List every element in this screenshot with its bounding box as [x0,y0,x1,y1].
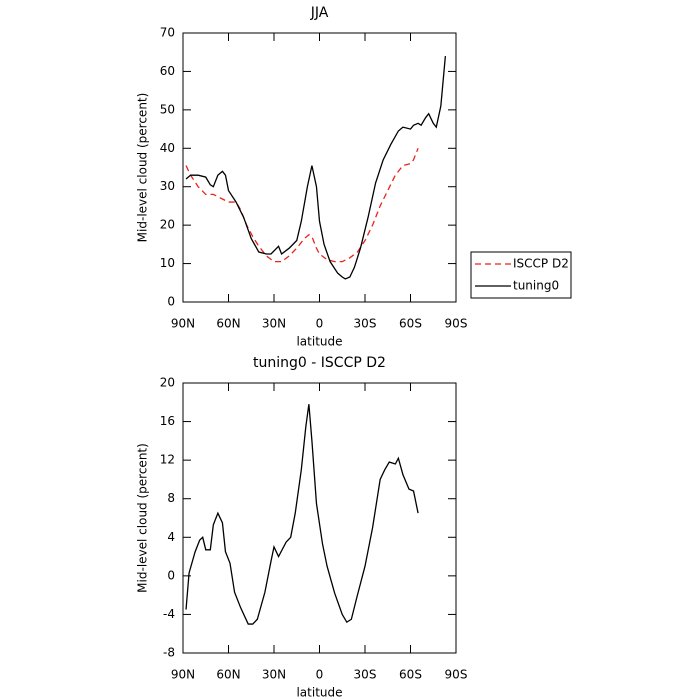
x-tick-label: 90N [171,317,195,331]
x-tick-label: 60N [216,317,240,331]
y-tick-label: -4 [163,607,175,621]
legend-box [470,251,572,299]
y-tick-label: 16 [160,414,175,428]
chart-title: tuning0 - ISCCP D2 [253,355,386,371]
y-tick-label: 20 [160,376,175,390]
data-line [185,55,447,280]
y-tick-label: 20 [160,218,175,232]
x-tick-label: 60S [399,317,422,331]
y-tick-label: -8 [163,646,175,660]
legend-label: tuning0 [513,279,559,293]
x-tick-label: 30S [354,668,377,682]
y-axis-label: Mid-level cloud (percent) [136,443,150,593]
x-tick-label: 0 [316,668,324,682]
x-tick-label: 0 [316,317,324,331]
y-tick-label: 0 [167,295,175,309]
data-line [185,148,419,263]
y-tick-label: 10 [160,256,175,270]
legend-label: ISCCP D2 [513,257,569,271]
y-tick-label: 4 [167,530,175,544]
x-tick-label: 90N [171,668,195,682]
x-tick-label: 60S [399,668,422,682]
x-axis-label: latitude [296,335,342,349]
y-axis-label: Mid-level cloud (percent) [136,93,150,243]
y-tick-label: 30 [160,179,175,193]
x-tick-label: 90S [445,317,468,331]
x-axis-label: latitude [296,686,342,700]
x-tick-label: 60N [216,668,240,682]
y-tick-label: 50 [160,102,175,116]
plot-frame [182,32,457,303]
y-tick-label: 12 [160,453,175,467]
x-tick-label: 30N [262,317,286,331]
plot-frame [182,382,457,654]
data-line [185,404,419,625]
x-tick-label: 30N [262,668,286,682]
x-tick-label: 90S [445,668,468,682]
y-tick-label: 70 [160,26,175,40]
x-tick-label: 30S [354,317,377,331]
y-tick-label: 60 [160,64,175,78]
y-tick-label: 8 [167,491,175,505]
y-tick-label: 40 [160,141,175,155]
chart-title: JJA [310,5,329,21]
y-tick-label: 0 [167,568,175,582]
